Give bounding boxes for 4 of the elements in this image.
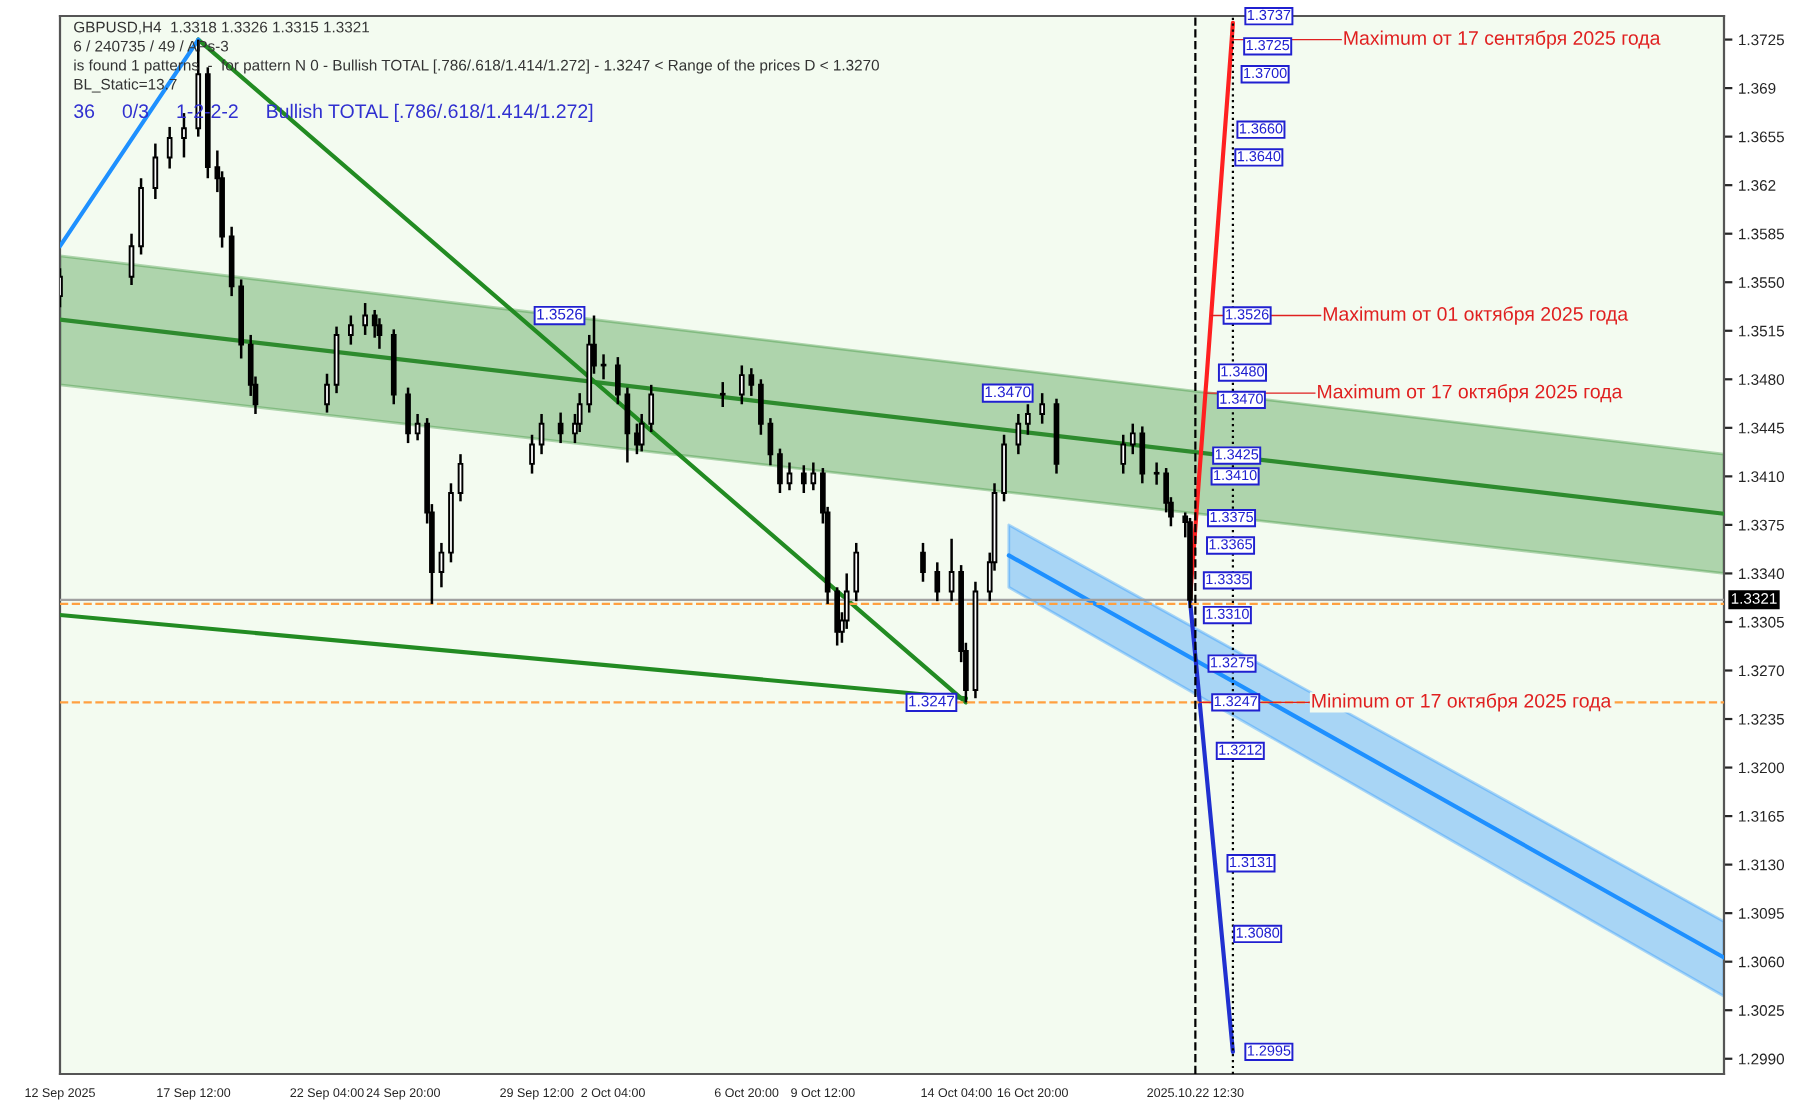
annotation: Maximum от 17 сентября 2025 года	[1344, 30, 1661, 49]
annotation: Maximum от 17 октября 2025 года	[1318, 384, 1623, 403]
annotation: Maximum от 01 октября 2025 года	[1323, 306, 1629, 325]
annotation: Minimum от 17 октября 2025 года	[1312, 693, 1612, 712]
